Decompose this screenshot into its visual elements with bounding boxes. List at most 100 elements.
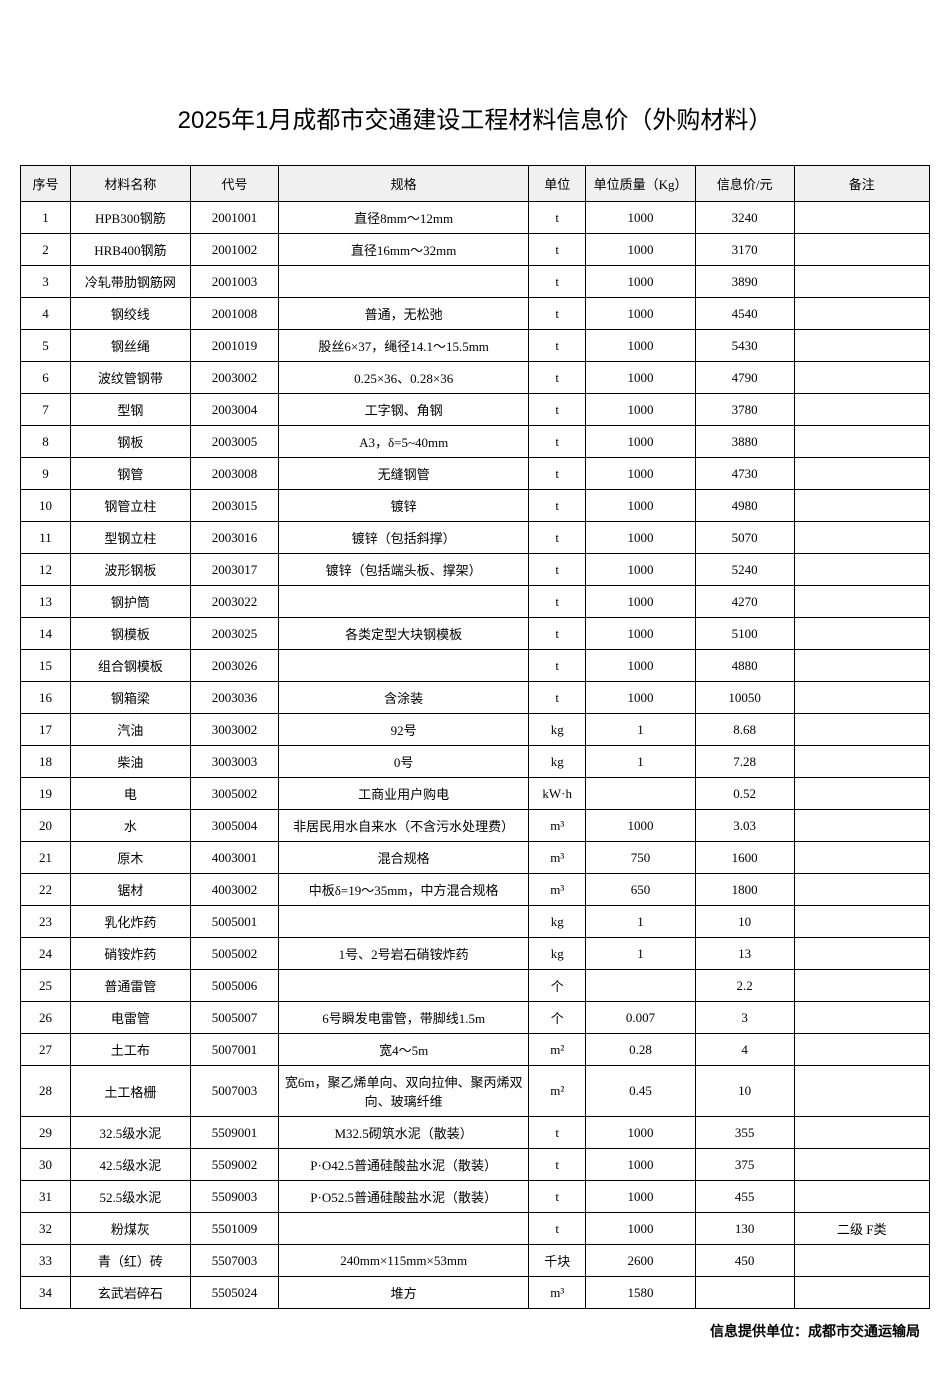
cell-unit: 千块 <box>529 1245 586 1277</box>
cell-price: 455 <box>695 1181 794 1213</box>
cell-price: 3780 <box>695 394 794 426</box>
cell-mass: 1580 <box>586 1277 695 1309</box>
cell-mass: 1000 <box>586 554 695 586</box>
cell-mass: 1000 <box>586 234 695 266</box>
cell-price <box>695 1277 794 1309</box>
cell-remark <box>794 1002 929 1034</box>
cell-name: 电 <box>70 778 190 810</box>
table-row: 22锯材4003002中板δ=19～35mm，中方混合规格m³6501800 <box>21 874 930 906</box>
cell-seq: 1 <box>21 202 71 234</box>
cell-spec <box>279 906 529 938</box>
cell-code: 2003036 <box>190 682 279 714</box>
cell-price: 3.03 <box>695 810 794 842</box>
cell-code: 5007003 <box>190 1066 279 1117</box>
cell-name: 钢模板 <box>70 618 190 650</box>
cell-unit: kg <box>529 746 586 778</box>
cell-name: 钢箱梁 <box>70 682 190 714</box>
cell-remark <box>794 618 929 650</box>
cell-spec: P·O42.5普通硅酸盐水泥（散装） <box>279 1149 529 1181</box>
material-price-table: 序号 材料名称 代号 规格 单位 单位质量（Kg） 信息价/元 备注 1HPB3… <box>20 165 930 1309</box>
cell-remark <box>794 1181 929 1213</box>
cell-name: 玄武岩碎石 <box>70 1277 190 1309</box>
cell-price: 4540 <box>695 298 794 330</box>
cell-unit: m³ <box>529 842 586 874</box>
table-row: 6波纹管钢带20030020.25×36、0.28×36t10004790 <box>21 362 930 394</box>
cell-remark: 二级 F类 <box>794 1213 929 1245</box>
cell-remark <box>794 714 929 746</box>
page-title: 2025年1月成都市交通建设工程材料信息价（外购材料） <box>20 100 930 135</box>
cell-name: 乳化炸药 <box>70 906 190 938</box>
cell-unit: t <box>529 1117 586 1149</box>
cell-remark <box>794 458 929 490</box>
cell-mass <box>586 970 695 1002</box>
cell-price: 1800 <box>695 874 794 906</box>
cell-remark <box>794 874 929 906</box>
cell-code: 5005002 <box>190 938 279 970</box>
cell-name: 52.5级水泥 <box>70 1181 190 1213</box>
table-row: 21原木4003001混合规格m³7501600 <box>21 842 930 874</box>
cell-remark <box>794 1034 929 1066</box>
cell-name: 汽油 <box>70 714 190 746</box>
header-code: 代号 <box>190 166 279 202</box>
table-row: 18柴油30030030号kg17.28 <box>21 746 930 778</box>
cell-remark <box>794 554 929 586</box>
cell-price: 13 <box>695 938 794 970</box>
cell-spec: 宽6m，聚乙烯单向、双向拉伸、聚丙烯双向、玻璃纤维 <box>279 1066 529 1117</box>
cell-name: 青（红）砖 <box>70 1245 190 1277</box>
cell-mass: 2600 <box>586 1245 695 1277</box>
cell-name: 型钢 <box>70 394 190 426</box>
cell-remark <box>794 1245 929 1277</box>
cell-seq: 30 <box>21 1149 71 1181</box>
cell-price: 1600 <box>695 842 794 874</box>
cell-spec: 无缝钢管 <box>279 458 529 490</box>
cell-mass: 1000 <box>586 202 695 234</box>
cell-remark <box>794 1277 929 1309</box>
cell-unit: t <box>529 1213 586 1245</box>
cell-remark <box>794 490 929 522</box>
cell-mass: 1000 <box>586 586 695 618</box>
cell-spec <box>279 1213 529 1245</box>
cell-name: 波纹管钢带 <box>70 362 190 394</box>
cell-name: 钢管立柱 <box>70 490 190 522</box>
cell-spec: A3，δ=5~40mm <box>279 426 529 458</box>
cell-name: 钢管 <box>70 458 190 490</box>
cell-unit: t <box>529 234 586 266</box>
table-row: 3冷轧带肋钢筋网2001003t10003890 <box>21 266 930 298</box>
cell-code: 2003026 <box>190 650 279 682</box>
table-row: 16钢箱梁2003036含涂装t100010050 <box>21 682 930 714</box>
cell-price: 4 <box>695 1034 794 1066</box>
cell-mass: 1000 <box>586 1213 695 1245</box>
table-header-row: 序号 材料名称 代号 规格 单位 单位质量（Kg） 信息价/元 备注 <box>21 166 930 202</box>
table-body: 1HPB300钢筋2001001直径8mm～12mmt100032402HRB4… <box>21 202 930 1309</box>
table-row: 15组合钢模板2003026t10004880 <box>21 650 930 682</box>
cell-seq: 11 <box>21 522 71 554</box>
table-row: 32粉煤灰5501009t1000130二级 F类 <box>21 1213 930 1245</box>
cell-remark <box>794 778 929 810</box>
cell-seq: 34 <box>21 1277 71 1309</box>
cell-seq: 7 <box>21 394 71 426</box>
cell-spec: M32.5砌筑水泥（散装） <box>279 1117 529 1149</box>
cell-unit: t <box>529 298 586 330</box>
cell-price: 5070 <box>695 522 794 554</box>
cell-unit: t <box>529 330 586 362</box>
cell-seq: 17 <box>21 714 71 746</box>
cell-mass: 1 <box>586 938 695 970</box>
cell-code: 2001001 <box>190 202 279 234</box>
header-mass: 单位质量（Kg） <box>586 166 695 202</box>
table-row: 20水3005004非居民用水自来水（不含污水处理费）m³10003.03 <box>21 810 930 842</box>
cell-unit: t <box>529 490 586 522</box>
cell-name: 土工格栅 <box>70 1066 190 1117</box>
table-row: 24硝铵炸药50050021号、2号岩石硝铵炸药kg113 <box>21 938 930 970</box>
cell-unit: t <box>529 1181 586 1213</box>
cell-seq: 33 <box>21 1245 71 1277</box>
cell-spec: P·O52.5普通硅酸盐水泥（散装） <box>279 1181 529 1213</box>
cell-mass: 1 <box>586 714 695 746</box>
cell-unit: t <box>529 682 586 714</box>
cell-mass: 1000 <box>586 330 695 362</box>
cell-remark <box>794 586 929 618</box>
cell-seq: 26 <box>21 1002 71 1034</box>
cell-name: HPB300钢筋 <box>70 202 190 234</box>
cell-remark <box>794 394 929 426</box>
table-row: 3152.5级水泥5509003P·O52.5普通硅酸盐水泥（散装）t10004… <box>21 1181 930 1213</box>
cell-code: 2003005 <box>190 426 279 458</box>
